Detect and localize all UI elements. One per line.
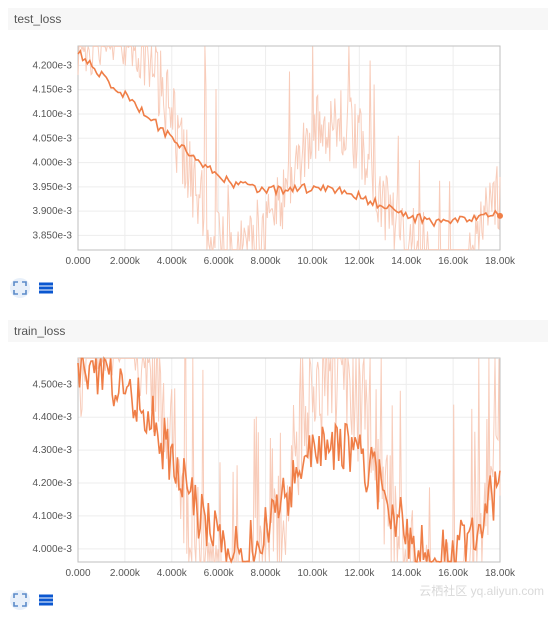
ytick-label: 4.100e-3 [33,511,73,522]
ytick-label: 4.500e-3 [33,379,73,390]
ytick-label: 3.950e-3 [33,182,73,193]
ytick-label: 4.000e-3 [33,158,73,169]
ytick-label: 4.050e-3 [33,133,73,144]
chart-area: 3.850e-3 3.900e-3 3.950e-3 4.000e-3 4.050e-3… [8,36,548,274]
panel-toolbar [8,586,548,614]
chart-panel: test_loss 3.850e-3 3.900e-3 3.950e-3 4.000e… [8,8,548,302]
panel-title: train_loss [8,320,548,342]
xtick-label: 4.000k [157,256,188,267]
xtick-label: 0.000 [65,568,90,579]
xtick-label: 14.00k [391,568,422,579]
xtick-label: 16.00k [438,256,469,267]
panel-toolbar [8,274,548,302]
ytick-label: 4.000e-3 [33,544,73,555]
ytick-label: 4.100e-3 [33,109,73,120]
chart-panel: train_loss 4.000e-3 4.100e-3 4.200e-3 4.300… [8,320,548,614]
xtick-label: 6.000k [204,568,235,579]
ytick-label: 3.900e-3 [33,206,73,217]
panel-title: test_loss [8,8,548,30]
xtick-label: 2.000k [110,256,141,267]
xtick-label: 6.000k [204,256,235,267]
xtick-label: 2.000k [110,568,141,579]
xtick-label: 12.00k [344,568,375,579]
expand-icon[interactable] [10,590,30,610]
xtick-label: 8.000k [251,256,282,267]
xtick-label: 10.00k [297,256,328,267]
ytick-label: 4.300e-3 [33,445,73,456]
xtick-label: 12.00k [344,256,375,267]
expand-icon[interactable] [10,278,30,298]
menu-icon[interactable] [36,278,56,298]
ytick-label: 4.200e-3 [33,478,73,489]
xtick-label: 16.00k [438,568,469,579]
plot-background [78,358,500,562]
xtick-label: 0.000 [65,256,90,267]
xtick-label: 8.000k [251,568,282,579]
xtick-label: 14.00k [391,256,422,267]
ytick-label: 4.400e-3 [33,412,73,423]
series-endpoint [497,213,503,219]
xtick-label: 10.00k [297,568,328,579]
menu-icon[interactable] [36,590,56,610]
xtick-label: 18.00k [485,568,516,579]
xtick-label: 18.00k [485,256,516,267]
xtick-label: 4.000k [157,568,188,579]
ytick-label: 4.200e-3 [33,60,73,71]
chart-area: 4.000e-3 4.100e-3 4.200e-3 4.300e-3 4.400e-3… [8,348,548,586]
ytick-label: 3.850e-3 [33,230,73,241]
ytick-label: 4.150e-3 [33,85,73,96]
